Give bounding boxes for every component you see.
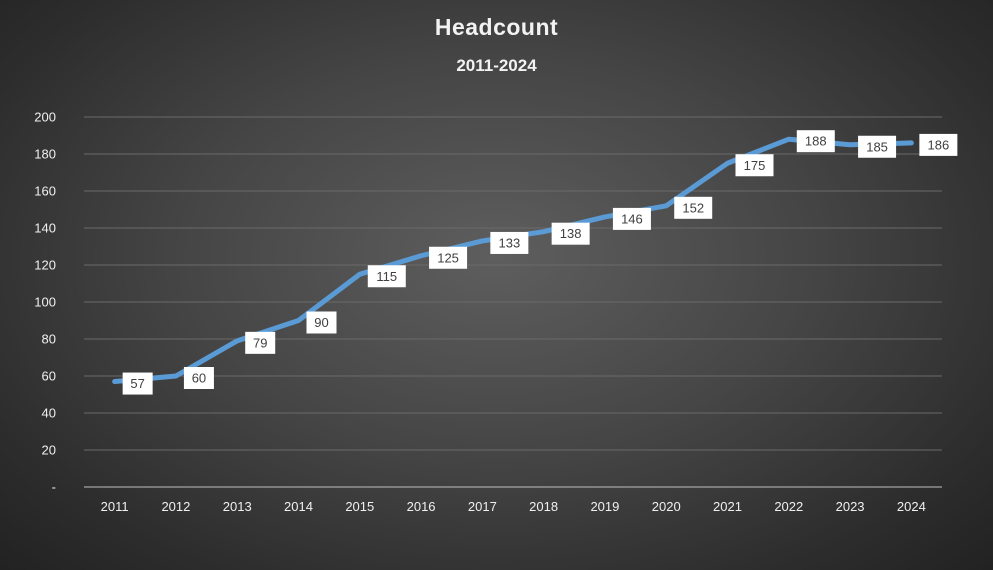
data-point	[848, 142, 853, 147]
series-line-group	[112, 136, 914, 385]
svg-text:185: 185	[866, 139, 888, 154]
y-tick-label: 160	[34, 184, 56, 199]
data-point	[296, 318, 301, 323]
data-point	[909, 140, 914, 145]
chart-title: Headcount	[434, 14, 559, 40]
svg-text:115: 115	[376, 269, 397, 284]
data-point	[602, 214, 607, 219]
data-label: 125	[429, 246, 468, 269]
x-tick-label: 2015	[345, 499, 374, 514]
x-tick-label: 2024	[897, 499, 926, 514]
data-label: 175	[735, 154, 774, 177]
gridlines	[84, 116, 942, 451]
data-point	[664, 203, 669, 208]
series-line	[112, 136, 914, 385]
y-tick-label: 80	[42, 332, 56, 347]
x-tick-label: 2018	[529, 499, 558, 514]
data-label: 57	[122, 372, 153, 395]
svg-text:152: 152	[682, 200, 704, 215]
svg-text:57: 57	[130, 376, 144, 391]
x-tick-label: 2022	[774, 499, 803, 514]
data-label: 79	[245, 331, 276, 354]
y-tick-label: 100	[34, 295, 56, 310]
data-label: 60	[183, 367, 214, 389]
data-point	[786, 137, 791, 142]
x-tick-label: 2012	[161, 499, 190, 514]
y-tick-label: -	[52, 480, 56, 495]
y-tick-label: 140	[34, 221, 56, 236]
x-tick-label: 2014	[284, 499, 313, 514]
svg-text:79: 79	[253, 335, 267, 350]
x-tick-label: 2016	[407, 499, 436, 514]
svg-text:125: 125	[437, 250, 459, 265]
axes: - 20 40 60 80 100 120 140 160 180 200 2011 2012 2013 2…	[34, 110, 942, 514]
data-labels: 57 60 79 90 115 125 133 138 146 152 175 188 185 186	[122, 130, 958, 395]
data-point	[173, 374, 178, 378]
data-label: 186	[919, 133, 958, 156]
y-tick-label: 180	[34, 147, 56, 162]
x-tick-label: 2017	[468, 499, 497, 514]
data-point	[419, 253, 424, 258]
svg-text:133: 133	[499, 235, 521, 250]
data-point	[235, 338, 240, 343]
svg-text:60: 60	[192, 371, 206, 386]
data-point	[112, 379, 117, 384]
y-tick-label: 40	[42, 406, 56, 421]
svg-text:146: 146	[621, 211, 643, 226]
x-tick-label: 2013	[223, 499, 252, 514]
y-tick-label: 20	[42, 443, 56, 458]
data-label: 138	[551, 222, 590, 245]
data-label: 115	[367, 265, 406, 288]
svg-text:186: 186	[928, 137, 950, 152]
x-tick-label: 2019	[590, 499, 619, 514]
svg-text:188: 188	[805, 134, 827, 149]
y-tick-label: 120	[34, 258, 56, 273]
data-label: 133	[490, 231, 529, 254]
data-point	[541, 229, 546, 234]
x-tick-label: 2021	[713, 499, 742, 514]
svg-text:175: 175	[744, 158, 766, 173]
y-tick-label: 60	[42, 369, 56, 384]
chart-subtitle: 2011-2024	[456, 56, 537, 75]
y-tick-label: 200	[34, 110, 56, 125]
x-tick-label: 2023	[836, 499, 865, 514]
data-label: 152	[674, 196, 713, 219]
data-label: 90	[306, 311, 337, 334]
data-point	[725, 161, 730, 166]
data-label: 188	[796, 130, 835, 153]
svg-text:90: 90	[314, 315, 328, 330]
data-point	[480, 238, 485, 243]
svg-text:138: 138	[560, 226, 582, 241]
data-label: 185	[858, 135, 897, 158]
x-tick-label: 2011	[101, 499, 129, 514]
x-tick-label: 2020	[652, 499, 681, 514]
data-label: 146	[612, 207, 651, 230]
data-point	[357, 272, 362, 277]
